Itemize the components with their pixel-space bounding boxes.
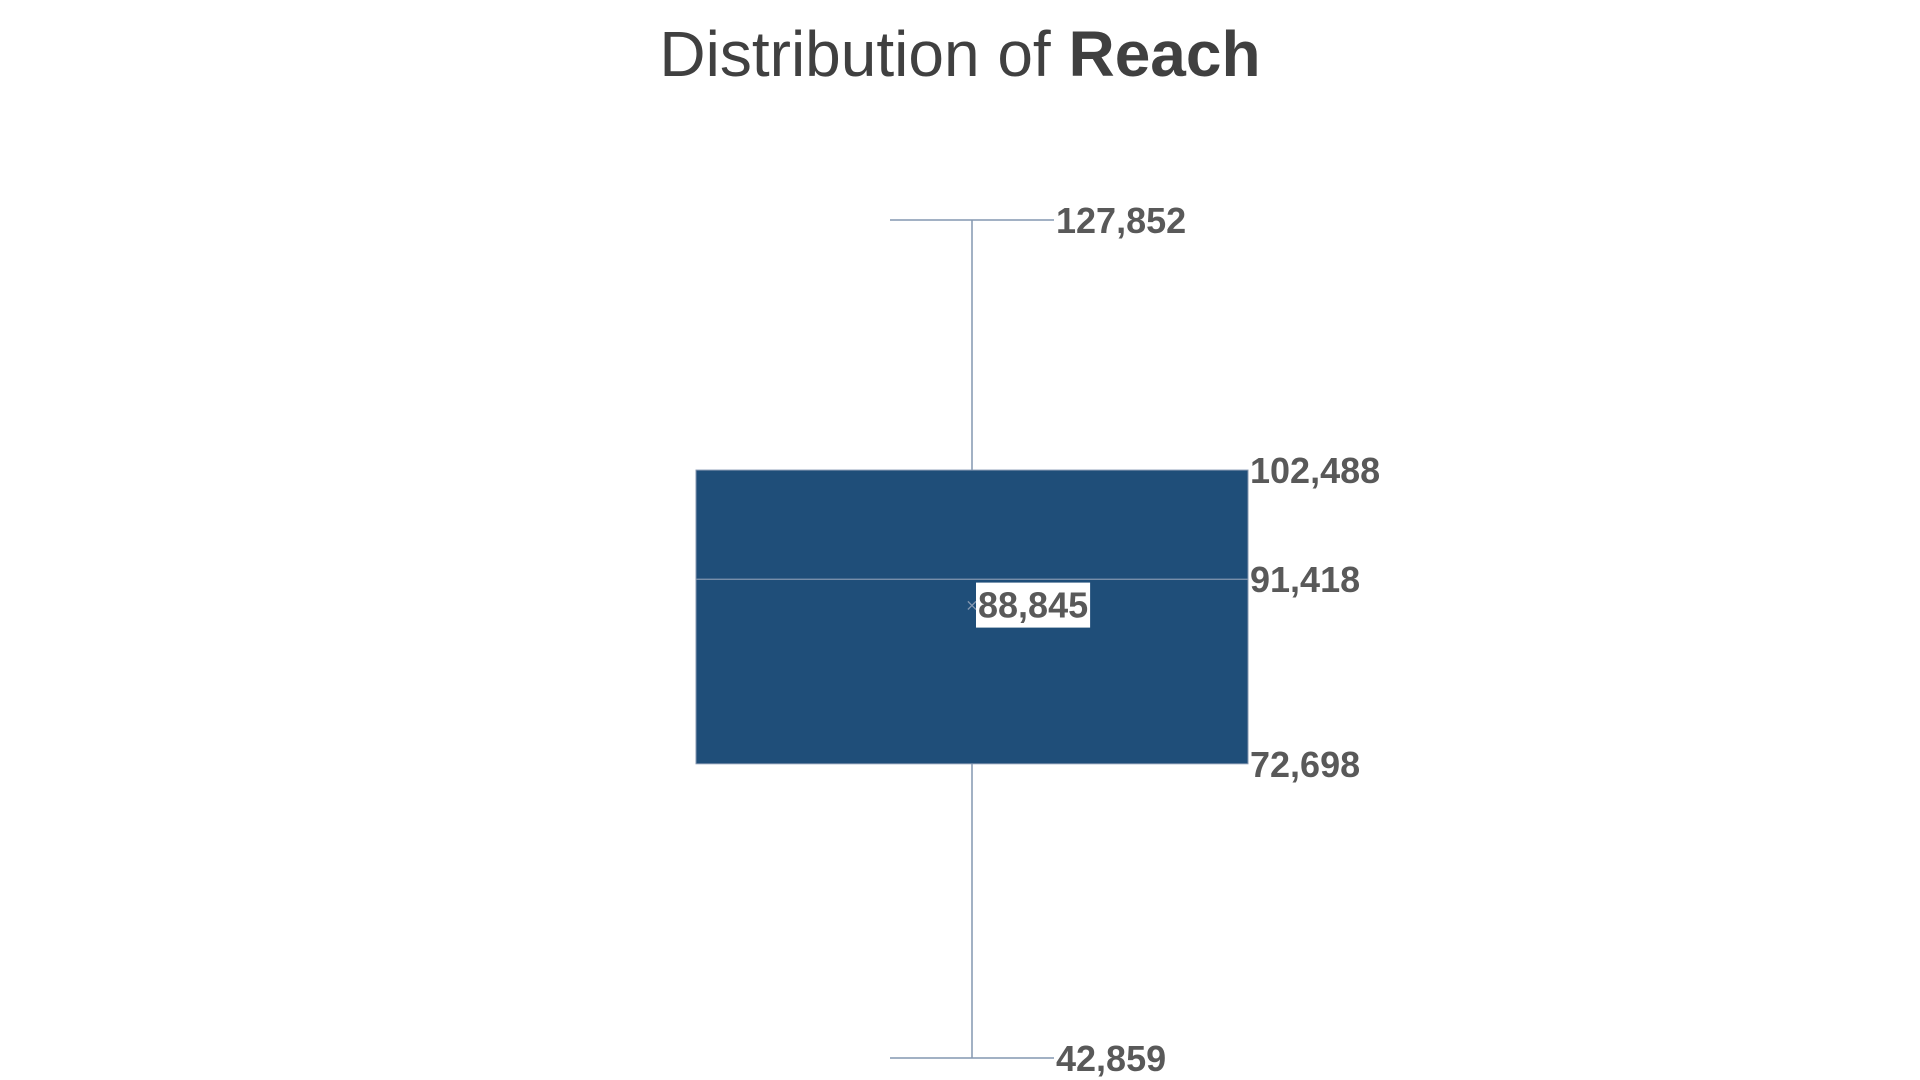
max-value-label: 127,852 <box>1056 200 1186 241</box>
q3-value-label: 102,488 <box>1250 450 1380 491</box>
mean-value-label: 88,845 <box>978 585 1088 626</box>
chart-title: Distribution of Reach <box>0 14 1920 94</box>
iqr-box <box>695 469 1249 765</box>
chart-title-emphasis: Reach <box>1068 18 1261 90</box>
chart-title-prefix: Distribution of <box>659 18 1069 90</box>
mean-marker: × <box>965 596 978 615</box>
median-value-label: 91,418 <box>1250 559 1360 600</box>
q1-value-label: 72,698 <box>1250 744 1360 785</box>
min-value-label: 42,859 <box>1056 1038 1166 1079</box>
mean-label-background <box>976 582 1091 628</box>
